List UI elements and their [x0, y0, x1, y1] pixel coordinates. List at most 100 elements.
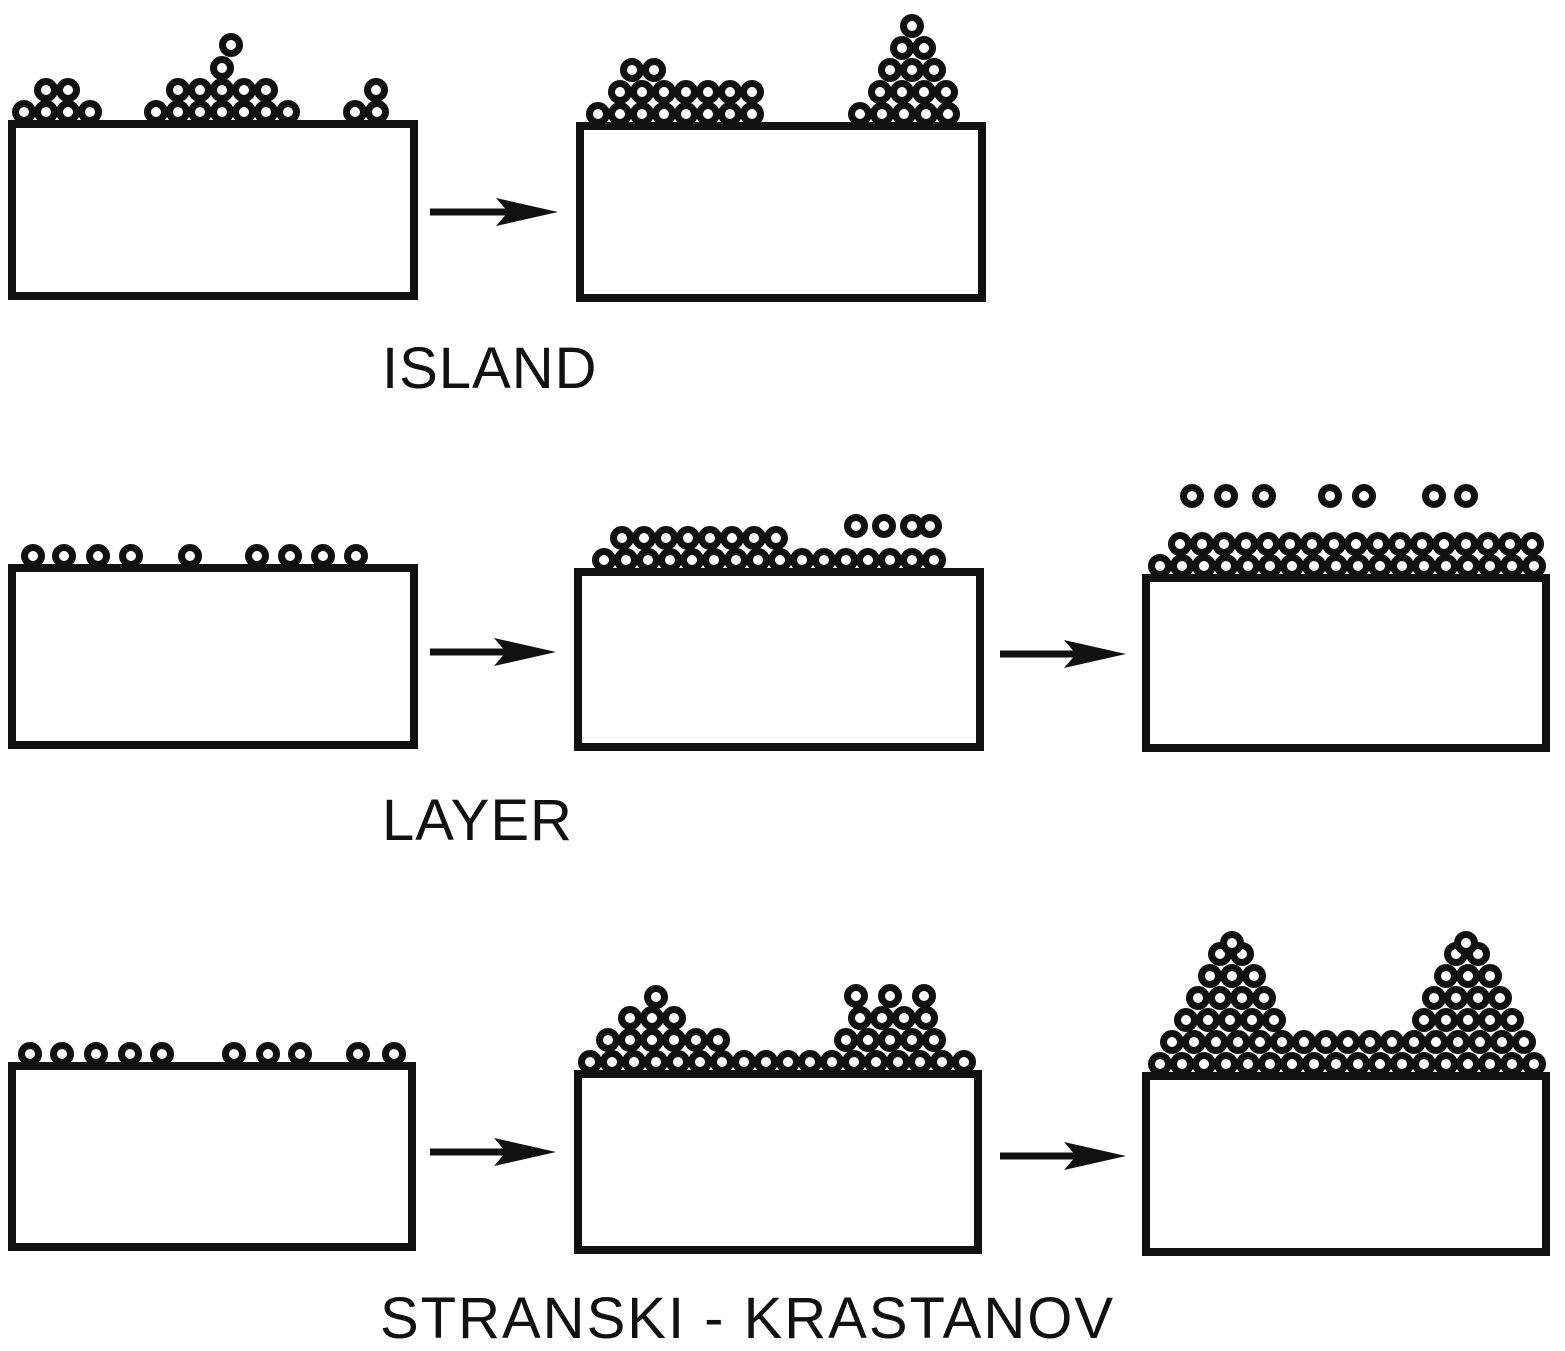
arrow-sk-2 — [1000, 1142, 1126, 1170]
atom-sk-3 — [1512, 1030, 1536, 1054]
atom-sk-2 — [878, 984, 902, 1008]
atom-sk-3 — [1248, 1030, 1272, 1054]
atom-island-2 — [674, 80, 698, 104]
atom-island-2 — [890, 36, 914, 60]
atom-island-2 — [892, 102, 916, 126]
atom-layer-2 — [922, 548, 946, 572]
atom-layer-1 — [178, 544, 202, 568]
atom-sk-2 — [922, 1028, 946, 1052]
atom-sk-2 — [732, 1050, 756, 1074]
atom-sk-2 — [706, 1028, 730, 1052]
atom-layer-2 — [720, 526, 744, 550]
atom-layer-2 — [790, 548, 814, 572]
atom-layer-2 — [592, 548, 616, 572]
atom-sk-2 — [900, 1028, 924, 1052]
atom-sk-2 — [644, 1050, 668, 1074]
atom-sk-3 — [1220, 931, 1244, 955]
atom-sk-3 — [1466, 986, 1490, 1010]
atom-layer-2 — [878, 548, 902, 572]
atom-sk-3 — [1346, 1052, 1370, 1076]
atom-sk-3 — [1198, 964, 1222, 988]
atom-sk-2 — [886, 1050, 910, 1074]
atom-sk-3 — [1522, 1052, 1546, 1076]
atom-sk-3 — [1434, 1052, 1458, 1076]
atom-layer-2 — [856, 548, 880, 572]
atom-sk-3 — [1186, 986, 1210, 1010]
atom-layer-2 — [676, 526, 700, 550]
atom-island-1 — [34, 100, 58, 124]
atom-island-1 — [78, 100, 102, 124]
atom-layer-3 — [1520, 532, 1544, 556]
atom-sk-2 — [662, 1006, 686, 1030]
atom-layer-3 — [1422, 484, 1446, 508]
atom-sk-2 — [600, 1050, 624, 1074]
atom-island-2 — [608, 80, 632, 104]
arrow-layer-2 — [1000, 640, 1126, 668]
atom-island-2 — [630, 102, 654, 126]
atom-sk-2 — [870, 1006, 894, 1030]
atom-sk-1 — [118, 1042, 142, 1066]
atom-island-2 — [740, 102, 764, 126]
atom-layer-3 — [1366, 532, 1390, 556]
atom-layer-1 — [119, 544, 143, 568]
atom-sk-2 — [776, 1050, 800, 1074]
atom-layer-2 — [746, 548, 770, 572]
atom-layer-2 — [834, 548, 858, 572]
atom-layer-2 — [918, 514, 942, 538]
atom-layer-2 — [632, 526, 656, 550]
atom-layer-3 — [1478, 554, 1502, 578]
atom-layer-3 — [1236, 554, 1260, 578]
atom-sk-3 — [1368, 1052, 1392, 1076]
atom-sk-2 — [820, 1050, 844, 1074]
atom-layer-2 — [698, 526, 722, 550]
atom-island-2 — [718, 102, 742, 126]
atom-layer-3 — [1522, 554, 1546, 578]
atom-sk-3 — [1390, 1052, 1414, 1076]
atom-layer-1 — [311, 544, 335, 568]
atom-island-2 — [936, 102, 960, 126]
atom-sk-1 — [346, 1042, 370, 1066]
atom-layer-3 — [1322, 532, 1346, 556]
atom-island-2 — [652, 80, 676, 104]
substrate-sk-1 — [8, 1062, 416, 1251]
atom-island-1 — [56, 78, 80, 102]
atom-island-2 — [878, 58, 902, 82]
atom-sk-2 — [892, 1006, 916, 1030]
atom-sk-3 — [1148, 1052, 1172, 1076]
atom-sk-2 — [640, 1006, 664, 1030]
atom-sk-2 — [908, 1050, 932, 1074]
atom-layer-3 — [1256, 532, 1280, 556]
atom-layer-3 — [1410, 532, 1434, 556]
atom-sk-3 — [1490, 1030, 1514, 1054]
atom-sk-2 — [618, 1006, 642, 1030]
atom-sk-3 — [1336, 1030, 1360, 1054]
atom-layer-3 — [1168, 532, 1192, 556]
atom-sk-1 — [150, 1042, 174, 1066]
atom-sk-3 — [1402, 1030, 1426, 1054]
atom-layer-3 — [1212, 532, 1236, 556]
atom-sk-2 — [848, 1006, 872, 1030]
atom-island-2 — [652, 102, 676, 126]
substrate-layer-3 — [1142, 574, 1550, 752]
atom-sk-3 — [1424, 1030, 1448, 1054]
atom-layer-3 — [1258, 554, 1282, 578]
atom-sk-2 — [842, 1050, 866, 1074]
atom-sk-1 — [382, 1042, 406, 1066]
atom-layer-3 — [1390, 554, 1414, 578]
atom-island-2 — [900, 58, 924, 82]
atom-sk-3 — [1412, 1052, 1436, 1076]
arrow-layer-1 — [430, 638, 556, 666]
atom-layer-3 — [1412, 554, 1436, 578]
atom-sk-3 — [1280, 1052, 1304, 1076]
atom-sk-3 — [1380, 1030, 1404, 1054]
atom-island-1 — [210, 78, 234, 102]
atom-sk-1 — [84, 1042, 108, 1066]
atom-layer-1 — [86, 544, 110, 568]
caption-layer: LAYER — [382, 788, 573, 853]
atom-sk-1 — [288, 1042, 312, 1066]
atom-sk-2 — [844, 984, 868, 1008]
atom-sk-3 — [1456, 1052, 1480, 1076]
atom-sk-3 — [1262, 1008, 1286, 1032]
atom-sk-3 — [1270, 1030, 1294, 1054]
atom-island-1 — [343, 100, 367, 124]
